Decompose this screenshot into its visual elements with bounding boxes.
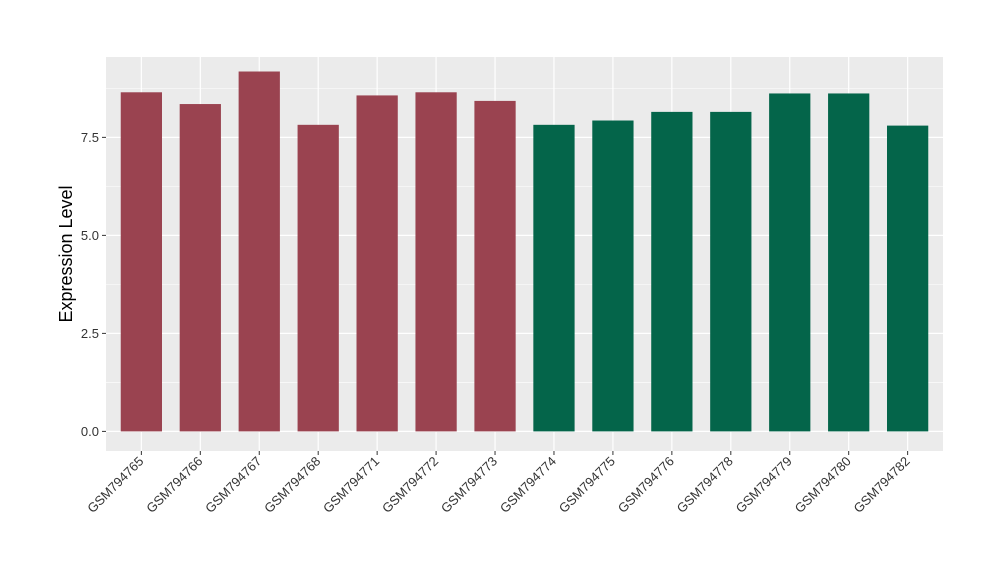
bar-GSM794772 xyxy=(415,92,457,432)
y-tick-label: 7.5 xyxy=(81,130,99,145)
bar-GSM794774 xyxy=(533,124,575,432)
x-tick-label: GSM794778 xyxy=(674,454,736,516)
x-tick-label: GSM794773 xyxy=(438,454,500,516)
bar-GSM794780 xyxy=(828,93,870,432)
x-tick-label: GSM794780 xyxy=(792,454,854,516)
x-tick-label: GSM794782 xyxy=(851,454,913,516)
x-tick-label: GSM794768 xyxy=(261,454,323,516)
y-tick-label: 5.0 xyxy=(81,228,99,243)
bar-GSM794776 xyxy=(651,111,693,432)
plot-panel xyxy=(106,57,943,451)
bar-GSM794782 xyxy=(887,125,929,432)
bar-GSM794778 xyxy=(710,111,752,432)
bar-GSM794766 xyxy=(179,104,221,432)
bar-GSM794773 xyxy=(474,100,516,432)
x-tick-label: GSM794767 xyxy=(202,454,264,516)
y-axis-title: Expression Level xyxy=(56,185,76,322)
bar-GSM794775 xyxy=(592,120,634,432)
y-tick-label: 2.5 xyxy=(81,326,99,341)
x-tick-label: GSM794775 xyxy=(556,454,618,516)
bar-GSM794765 xyxy=(120,92,162,432)
x-tick-label: GSM794766 xyxy=(143,454,205,516)
x-tick-label: GSM794772 xyxy=(379,454,441,516)
y-tick-label: 0.0 xyxy=(81,424,99,439)
x-tick-label: GSM794765 xyxy=(84,454,146,516)
bar-GSM794779 xyxy=(769,93,811,432)
bar-GSM794771 xyxy=(356,95,398,432)
x-tick-label: GSM794771 xyxy=(320,454,382,516)
x-tick-label: GSM794779 xyxy=(733,454,795,516)
x-tick-label: GSM794776 xyxy=(615,454,677,516)
bar-GSM794767 xyxy=(238,71,280,432)
bar-GSM794768 xyxy=(297,124,339,432)
x-tick-label: GSM794774 xyxy=(497,454,559,516)
bars xyxy=(120,71,929,432)
y-axis: 0.0 2.5 5.0 7.5 xyxy=(81,130,106,439)
x-axis: GSM794765GSM794766GSM794767GSM794768GSM7… xyxy=(84,451,913,516)
